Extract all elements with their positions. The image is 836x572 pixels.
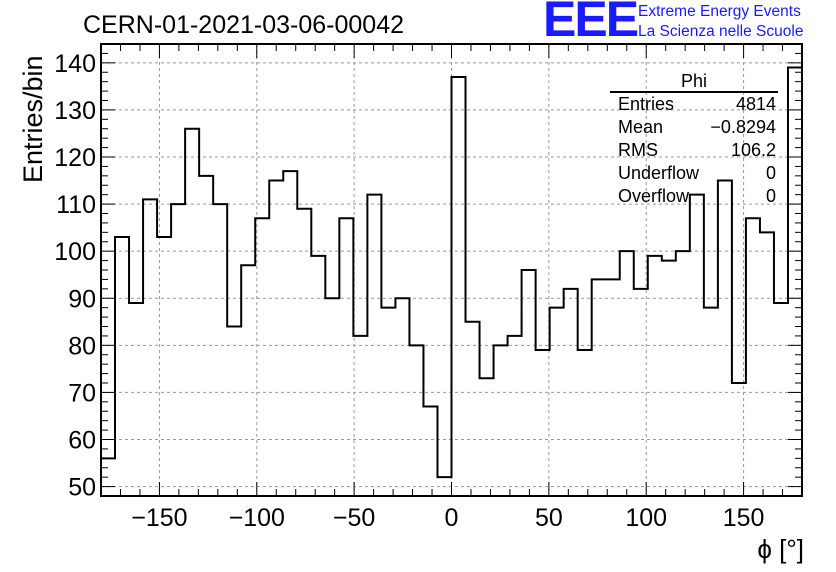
stats-label: Underflow	[618, 163, 700, 183]
stats-value: 106.2	[730, 140, 776, 160]
histogram-series	[100, 66, 803, 496]
y-tick-labels: 50 60 70 80 90 100 110 120 130 140	[54, 50, 96, 502]
x-tick-label: −150	[131, 504, 187, 532]
stats-value: 4814	[735, 94, 776, 114]
stats-label: Overflow	[618, 186, 690, 206]
y-tick-label: 120	[54, 144, 96, 172]
stats-box: Phi Entries 4814 Mean −0.8294 RMS 106.2 Underf…	[610, 71, 778, 208]
x-tick-label: 0	[445, 504, 459, 532]
stats-label: RMS	[618, 140, 658, 160]
y-tick-label: 110	[56, 191, 96, 219]
y-tick-label: 90	[68, 285, 96, 313]
stats-value: 0	[765, 163, 776, 183]
stats-title: Phi	[610, 71, 778, 93]
stats-row: Overflow 0	[610, 185, 778, 208]
logo-caption-line2: La Scienza nelle Scuole	[638, 23, 804, 40]
stats-row: RMS 106.2	[610, 139, 778, 162]
x-tick-label: −50	[333, 504, 375, 532]
y-axis-label-text: Entries/bin	[18, 55, 48, 183]
logo-caption-line1: Extreme Energy Events	[638, 3, 801, 20]
y-tick-label: 80	[68, 332, 96, 360]
logo-caption: Extreme Energy Events La Scienza nelle S…	[638, 2, 803, 42]
stats-row: Entries 4814	[610, 93, 778, 116]
stats-row: Underflow 0	[610, 162, 778, 185]
plot-title: CERN-01-2021-03-06-00042	[83, 11, 405, 39]
y-tick-label: 50	[68, 474, 96, 502]
stats-row: Mean −0.8294	[610, 116, 778, 139]
stats-value: 0	[765, 186, 776, 206]
stats-value: −0.8294	[710, 117, 776, 137]
y-tick-label: 70	[68, 379, 96, 407]
stats-label: Entries	[618, 94, 675, 114]
x-axis-label: ϕ [°]	[757, 534, 804, 564]
x-tick-labels: −150 −100 −50 0 50 100 150	[131, 504, 764, 532]
x-tick-label: −100	[229, 504, 285, 532]
axis-ticks	[101, 43, 802, 497]
eee-logo: EEE	[543, 0, 639, 47]
x-tick-label: 100	[625, 504, 667, 532]
y-tick-label: 140	[54, 50, 96, 78]
y-tick-label: 130	[54, 97, 96, 125]
x-tick-label: 150	[723, 504, 765, 532]
y-tick-label: 100	[54, 238, 96, 266]
y-tick-label: 60	[68, 427, 96, 455]
stats-label: Mean	[618, 117, 664, 137]
x-tick-label: 50	[535, 504, 563, 532]
